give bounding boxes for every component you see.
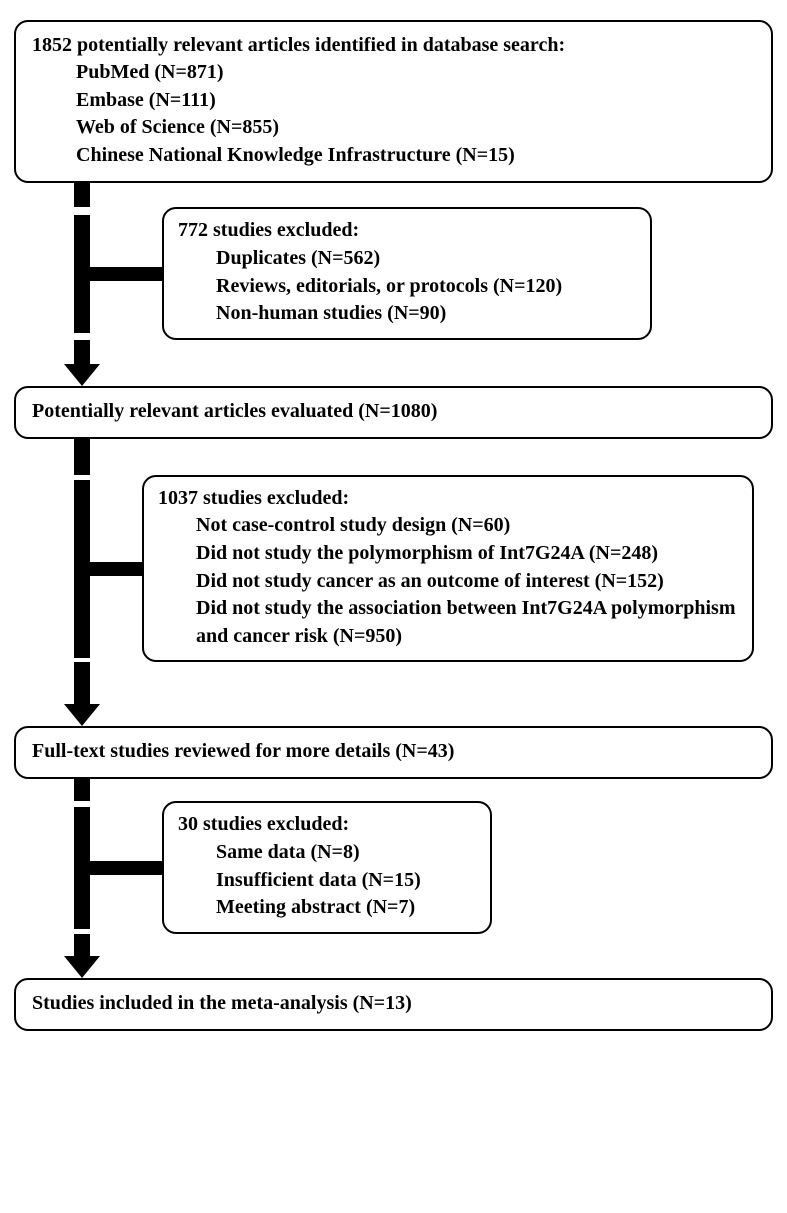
side-excluded-3-item: Insufficient data (N=15): [178, 867, 476, 895]
side-excluded-2-item: Not case-control study design (N=60): [158, 512, 738, 540]
branch-row: 772 studies excluded: Duplicates (N=562)…: [74, 207, 773, 339]
side-excluded-2-title: 1037 studies excluded:: [158, 485, 738, 513]
stem: [74, 340, 90, 364]
box-identified-item: PubMed (N=871): [32, 59, 755, 87]
side-excluded-2-item: Did not study cancer as an outcome of in…: [158, 568, 738, 596]
side-excluded-2: 1037 studies excluded: Not case-control …: [142, 475, 754, 663]
connector-3: 30 studies excluded: Same data (N=8) Ins…: [74, 779, 773, 977]
box-included: Studies included in the meta-analysis (N…: [14, 978, 773, 1031]
side-excluded-2-item: Did not study the association between In…: [158, 595, 738, 650]
branch-row: 1037 studies excluded: Not case-control …: [74, 475, 773, 663]
box-identified: 1852 potentially relevant articles ident…: [14, 20, 773, 183]
branch: [90, 562, 142, 576]
box-evaluated: Potentially relevant articles evaluated …: [14, 386, 773, 439]
stem: [74, 439, 90, 475]
side-excluded-3: 30 studies excluded: Same data (N=8) Ins…: [162, 801, 492, 933]
branch: [90, 861, 162, 875]
box-fulltext: Full-text studies reviewed for more deta…: [14, 726, 773, 779]
box-identified-item: Web of Science (N=855): [32, 114, 755, 142]
side-excluded-1-item: Reviews, editorials, or protocols (N=120…: [178, 273, 636, 301]
branch: [90, 267, 162, 281]
side-excluded-3-item: Same data (N=8): [178, 839, 476, 867]
side-excluded-3-title: 30 studies excluded:: [178, 811, 476, 839]
connector-1: 772 studies excluded: Duplicates (N=562)…: [74, 183, 773, 385]
connector-2: 1037 studies excluded: Not case-control …: [74, 439, 773, 727]
stem: [74, 807, 90, 929]
side-excluded-1-item: Duplicates (N=562): [178, 245, 636, 273]
stem: [74, 215, 90, 333]
side-excluded-3-item: Meeting abstract (N=7): [178, 894, 476, 922]
box-identified-title: 1852 potentially relevant articles ident…: [32, 32, 755, 59]
arrow-down-icon: [64, 364, 100, 386]
box-included-title: Studies included in the meta-analysis (N…: [32, 990, 755, 1017]
side-excluded-2-item: Did not study the polymorphism of Int7G2…: [158, 540, 738, 568]
stem: [74, 779, 90, 801]
side-excluded-1-item: Non-human studies (N=90): [178, 300, 636, 328]
stem: [74, 183, 90, 207]
branch-row: 30 studies excluded: Same data (N=8) Ins…: [74, 801, 773, 933]
side-excluded-1: 772 studies excluded: Duplicates (N=562)…: [162, 207, 652, 339]
arrow-down-icon: [64, 956, 100, 978]
box-identified-item: Chinese National Knowledge Infrastructur…: [32, 142, 755, 170]
side-excluded-1-title: 772 studies excluded:: [178, 217, 636, 245]
box-fulltext-title: Full-text studies reviewed for more deta…: [32, 738, 755, 765]
arrow-down-icon: [64, 704, 100, 726]
stem: [74, 662, 90, 704]
box-evaluated-title: Potentially relevant articles evaluated …: [32, 398, 755, 425]
box-identified-item: Embase (N=111): [32, 87, 755, 115]
stem: [74, 934, 90, 956]
stem: [74, 480, 90, 658]
